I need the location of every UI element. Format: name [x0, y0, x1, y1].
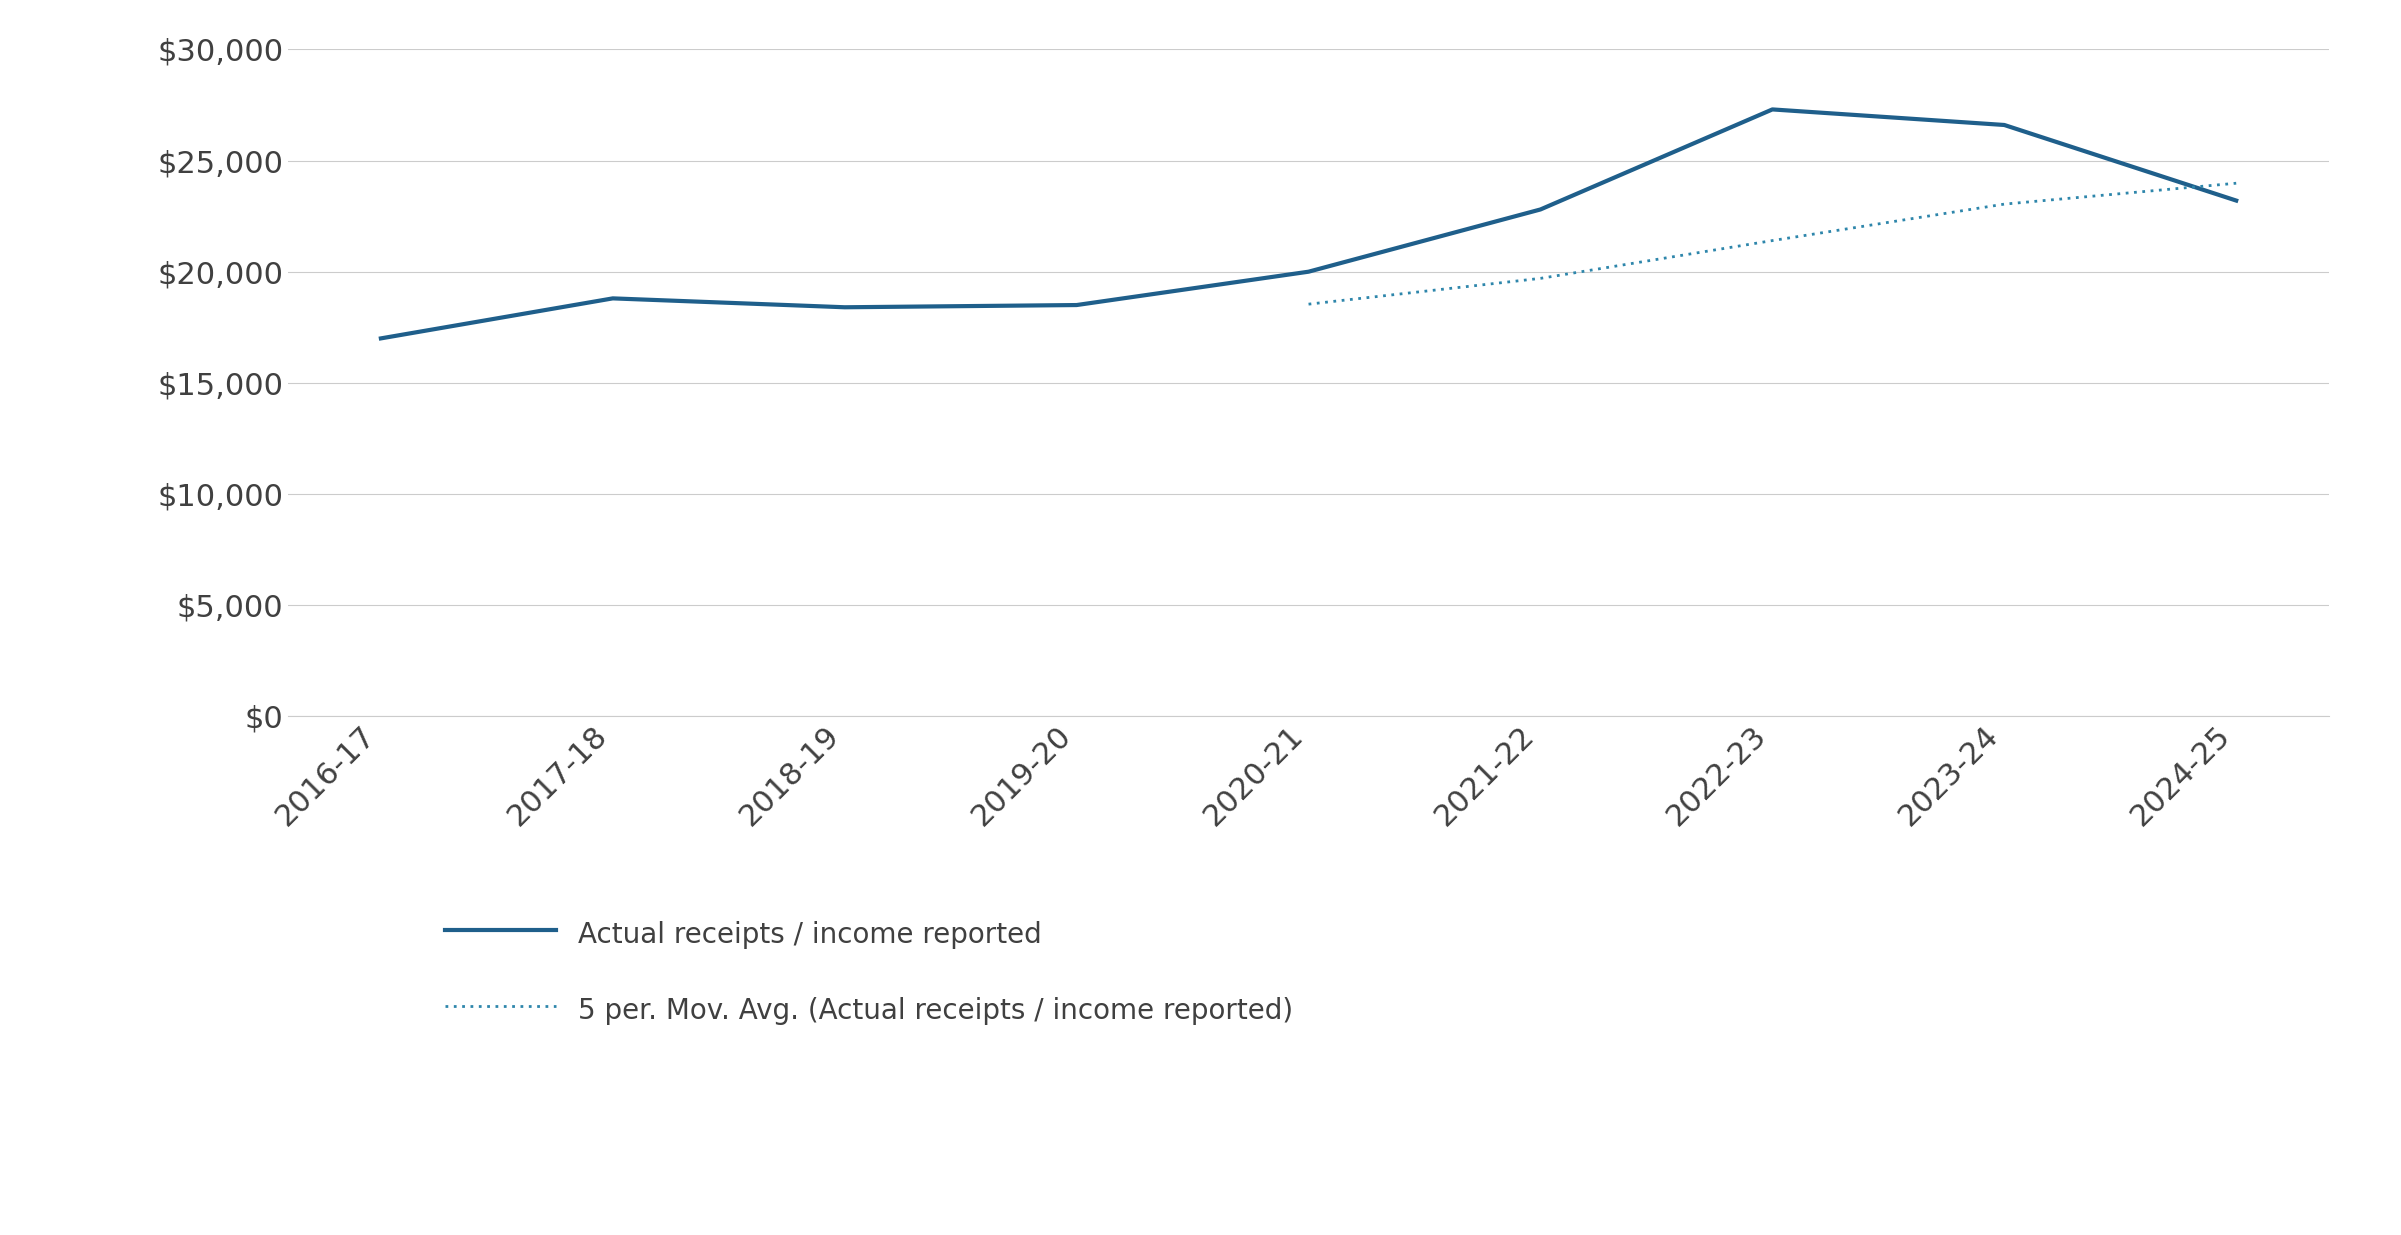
5 per. Mov. Avg. (Actual receipts / income reported): [1990, 196, 2019, 211]
Actual receipts / income reported: [1527, 203, 1556, 217]
5 per. Mov. Avg. (Actual receipts / income reported): [1294, 296, 1323, 311]
Line: 5 per. Mov. Avg. (Actual receipts / income reported): 5 per. Mov. Avg. (Actual receipts / inco…: [1309, 183, 2235, 304]
Actual receipts / income reported: [1758, 103, 1786, 117]
5 per. Mov. Avg. (Actual receipts / income reported): [1758, 233, 1786, 248]
5 per. Mov. Avg. (Actual receipts / income reported): [1527, 270, 1556, 285]
Actual receipts / income reported: [831, 300, 860, 315]
Actual receipts / income reported: [1061, 298, 1090, 312]
Actual receipts / income reported: [2221, 193, 2250, 207]
Line: Actual receipts / income reported: Actual receipts / income reported: [382, 110, 2235, 338]
Legend: Actual receipts / income reported, 5 per. Mov. Avg. (Actual receipts / income re: Actual receipts / income reported, 5 per…: [444, 916, 1294, 1026]
Actual receipts / income reported: [598, 291, 627, 306]
5 per. Mov. Avg. (Actual receipts / income reported): [2221, 175, 2250, 190]
Actual receipts / income reported: [1990, 117, 2019, 132]
Actual receipts / income reported: [1294, 264, 1323, 279]
Actual receipts / income reported: [367, 331, 396, 346]
